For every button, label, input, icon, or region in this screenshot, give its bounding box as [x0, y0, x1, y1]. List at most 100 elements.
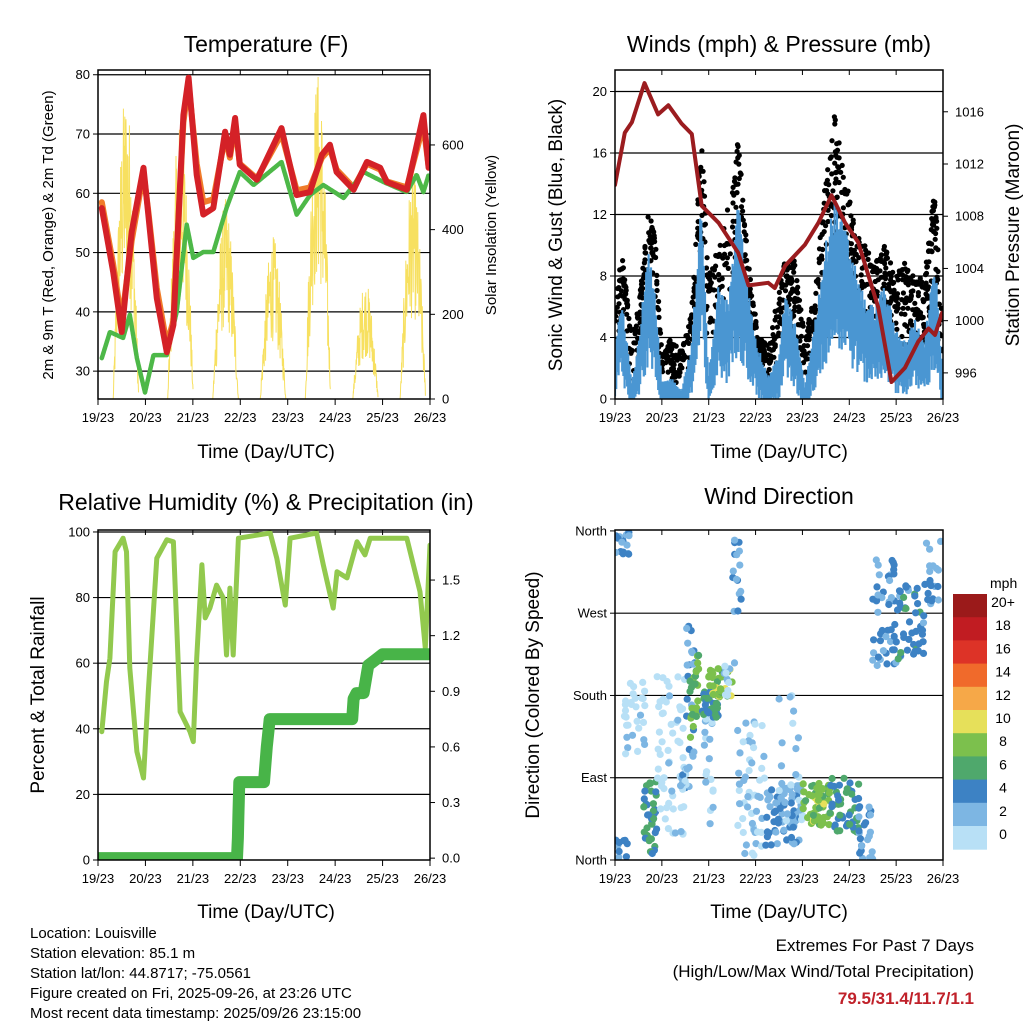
wind-direction-point: [644, 811, 653, 819]
gust-point: [883, 265, 889, 271]
wind-direction-point: [903, 646, 912, 654]
wind-direction-point: [846, 820, 854, 828]
gust-point: [736, 175, 742, 182]
wind-direction-point: [639, 718, 648, 727]
pressure-ylabel: Station Pressure (Maroon): [1003, 124, 1024, 347]
x-tick-label: 24/23: [833, 410, 866, 425]
legend-label: 8: [999, 733, 1007, 749]
wind-direction-point: [643, 824, 651, 832]
wind-direction-point: [879, 647, 888, 655]
wind-direction-point: [622, 713, 630, 721]
gust-point: [724, 207, 731, 213]
y-tick-label: 4: [600, 330, 607, 345]
wind-direction-point: [709, 690, 717, 699]
gust-point: [929, 208, 935, 214]
wind-direction-point: [671, 829, 680, 837]
wind-direction-point: [843, 785, 851, 793]
gust-point: [799, 352, 806, 358]
gust-point: [730, 184, 736, 190]
x-tick-label: 23/23: [786, 871, 819, 886]
wind-direction-point: [858, 842, 866, 850]
wind-direction-point: [677, 828, 685, 836]
gust-point: [894, 295, 900, 301]
wind-direction-point: [746, 731, 754, 740]
gust-point: [689, 299, 696, 305]
gust-point: [633, 323, 640, 329]
gust-point: [666, 339, 672, 345]
wind-direction-point: [924, 589, 932, 598]
gust-point: [681, 342, 687, 348]
wind-direction-point: [887, 626, 895, 634]
gust-point: [740, 208, 746, 214]
gust-point: [894, 326, 900, 332]
wind-direction-point: [851, 795, 859, 804]
wind-direction-point: [937, 537, 943, 545]
wind-direction-point: [782, 817, 791, 825]
gust-point: [803, 337, 810, 343]
gust-point: [886, 281, 892, 288]
solar-insolation-line: [399, 170, 426, 399]
wind-direction-point: [900, 593, 908, 602]
x-tick-label: 19/23: [82, 410, 115, 425]
x-tick-label: 20/23: [646, 871, 679, 886]
gust-point: [800, 360, 807, 366]
gust-point: [684, 332, 690, 339]
y-right-tick-label: 1008: [955, 209, 984, 224]
gust-point: [910, 273, 916, 279]
wind-direction-point: [889, 646, 897, 654]
wind-direction-point: [789, 823, 797, 831]
wind-direction-point: [624, 744, 632, 752]
wind-direction-point: [864, 836, 872, 844]
wind-direction-point: [717, 685, 725, 693]
legend-label: 2: [999, 803, 1007, 819]
y-tick-label: 0: [600, 392, 607, 407]
wind-direction-point: [912, 609, 920, 617]
wind-direction-point: [874, 653, 883, 661]
x-tick-label: 22/23: [739, 410, 772, 425]
gust-point: [931, 222, 937, 228]
gust-point: [825, 218, 831, 225]
wind-direction-point: [737, 595, 745, 603]
gust-point: [832, 117, 838, 123]
legend-label: 12: [995, 687, 1011, 703]
wind-direction-point: [767, 841, 775, 849]
legend-swatch: [953, 779, 987, 804]
wind-direction-point: [836, 811, 844, 819]
wind-direction-point: [744, 793, 752, 801]
gust-point: [808, 319, 814, 325]
y-right-tick-label: 996: [955, 365, 977, 380]
gust-point: [882, 260, 888, 267]
wind-direction-point: [641, 702, 649, 710]
gust-point: [833, 170, 839, 176]
gust-point: [926, 240, 932, 246]
gust-point: [893, 308, 900, 314]
wind-direction-point: [681, 777, 689, 785]
wind-ylabel: Sonic Wind & Gust (Blue, Black): [546, 99, 567, 371]
wind-direction-point: [669, 805, 677, 813]
wind-direction-point: [742, 841, 751, 849]
gust-point: [935, 247, 941, 253]
wind-direction-point: [790, 707, 798, 715]
gust-point: [751, 325, 757, 331]
gust-point: [893, 320, 899, 326]
wind-direction-panel: North East South West North 19/23 20/23 21/23 22…: [573, 523, 959, 886]
solar-insolation-line: [259, 237, 287, 399]
gust-point: [915, 290, 922, 296]
wind-direction-point: [633, 717, 641, 725]
wind-direction-point: [845, 811, 853, 819]
gust-point: [825, 167, 831, 173]
gust-point: [724, 255, 731, 261]
wind-direction-point: [630, 683, 638, 691]
winds-xlabel: Time (Day/UTC): [710, 442, 848, 463]
wind-direction-point: [625, 550, 633, 558]
wind-direction-point: [912, 627, 920, 636]
x-tick-label: 26/23: [927, 410, 960, 425]
gust-point: [679, 356, 685, 362]
solar-insolation-line: [352, 288, 379, 399]
wind-direction-point: [655, 728, 664, 736]
wind-direction-point: [890, 561, 898, 569]
gust-point: [840, 174, 846, 180]
location-text: Location: Louisville: [30, 925, 157, 942]
gust-point: [731, 192, 737, 198]
gust-point: [828, 154, 834, 160]
